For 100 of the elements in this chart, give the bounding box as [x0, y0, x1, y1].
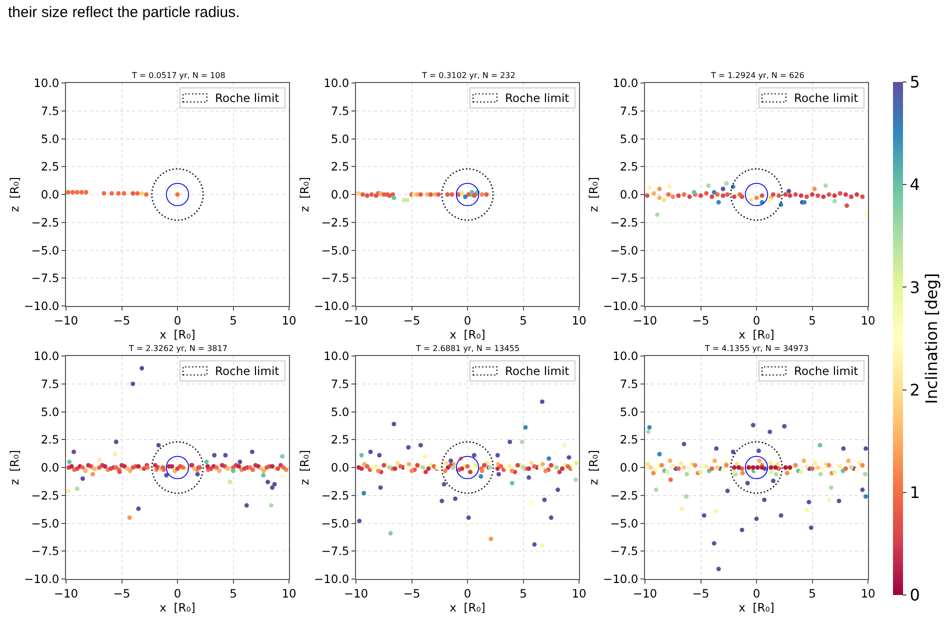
point	[725, 192, 730, 197]
point	[484, 192, 489, 197]
point	[644, 193, 650, 198]
point	[280, 454, 285, 459]
point	[117, 470, 122, 474]
chart-title: T = 0.3102 yr, N = 232	[421, 71, 516, 80]
point	[362, 490, 366, 496]
point	[720, 193, 726, 198]
x-tick-label: −5	[113, 586, 130, 600]
point	[418, 442, 423, 448]
point	[665, 470, 670, 474]
point	[242, 466, 247, 471]
point	[648, 465, 653, 470]
point	[220, 463, 224, 468]
point	[264, 465, 269, 470]
y-tick-label: 7.5	[330, 104, 350, 118]
point	[768, 470, 774, 474]
x-axis-title: x [R₀]	[450, 600, 486, 614]
point	[74, 486, 80, 491]
x-axis-title: x [R₀]	[450, 327, 486, 342]
point	[687, 467, 692, 472]
point	[114, 440, 118, 444]
x-tick-label: 5	[230, 586, 237, 600]
y-axis-title: z [R₀]	[586, 177, 600, 212]
y-tick-label: 0.0	[40, 188, 60, 202]
point	[646, 462, 650, 466]
point	[125, 466, 130, 471]
chart-title: T = 2.6881 yr, N = 13455	[415, 344, 520, 353]
point	[773, 465, 778, 470]
point	[774, 472, 778, 476]
point	[788, 193, 792, 198]
point	[732, 465, 736, 470]
point	[647, 186, 652, 190]
y-tick-label: −5.0	[610, 516, 638, 530]
point	[74, 466, 80, 471]
point	[270, 485, 275, 490]
y-axis-title: z [R₀]	[7, 450, 22, 485]
point	[398, 464, 403, 469]
point	[212, 452, 217, 458]
y-tick-label: −5.0	[321, 243, 350, 258]
point	[838, 191, 842, 196]
y-tick-label: 5.0	[40, 404, 60, 419]
point	[724, 181, 729, 186]
x-tick-label: 5	[230, 313, 237, 328]
point	[426, 466, 431, 471]
y-tick-label: 10.0	[612, 76, 638, 90]
point	[444, 460, 449, 466]
point	[540, 462, 546, 466]
point	[682, 465, 686, 470]
point	[261, 473, 266, 478]
point	[205, 464, 210, 469]
point	[846, 458, 851, 464]
point	[368, 450, 373, 454]
y-tick-label: 0.0	[40, 460, 60, 475]
y-axis-title: z [R₀]	[297, 450, 312, 485]
point	[698, 193, 703, 198]
x-axis-title: x [R₀]	[738, 327, 774, 342]
point	[732, 194, 736, 199]
point	[802, 200, 807, 205]
point	[670, 194, 676, 199]
point	[510, 480, 514, 486]
point	[508, 440, 512, 444]
x-tick-label: 0	[752, 313, 760, 328]
y-tick-label: −10.0	[602, 572, 638, 586]
point	[192, 466, 196, 471]
point	[768, 430, 772, 434]
point	[748, 198, 754, 202]
point	[793, 192, 798, 197]
x-tick-label: −10	[54, 586, 78, 600]
point	[756, 448, 761, 454]
point	[566, 464, 570, 469]
point	[223, 452, 228, 458]
point	[92, 466, 96, 471]
point	[687, 194, 692, 199]
point	[548, 463, 554, 468]
point	[529, 460, 534, 466]
point	[808, 525, 814, 530]
point	[387, 465, 392, 470]
x-tick-label: 10	[572, 313, 586, 328]
chart-title: T = 0.0517 yr, N = 108	[131, 71, 226, 80]
point	[754, 196, 759, 200]
point	[250, 450, 254, 454]
point	[396, 460, 400, 466]
y-tick-label: −2.5	[321, 215, 350, 230]
y-tick-label: −5.0	[610, 243, 638, 258]
point	[164, 473, 169, 478]
point	[560, 466, 565, 471]
point	[526, 466, 532, 471]
point	[108, 466, 113, 471]
x-tick-label: 5	[520, 586, 527, 600]
chart-title: T = 4.1355 yr, N = 34973	[704, 344, 809, 353]
point	[802, 458, 806, 464]
y-tick-label: −2.5	[31, 488, 60, 502]
point	[480, 468, 484, 474]
point	[465, 464, 470, 469]
y-tick-label: 0.0	[330, 460, 350, 475]
point	[821, 194, 826, 199]
point	[244, 503, 249, 508]
y-tick-label: −2.5	[610, 488, 638, 502]
x-tick-label: 5	[808, 313, 816, 328]
